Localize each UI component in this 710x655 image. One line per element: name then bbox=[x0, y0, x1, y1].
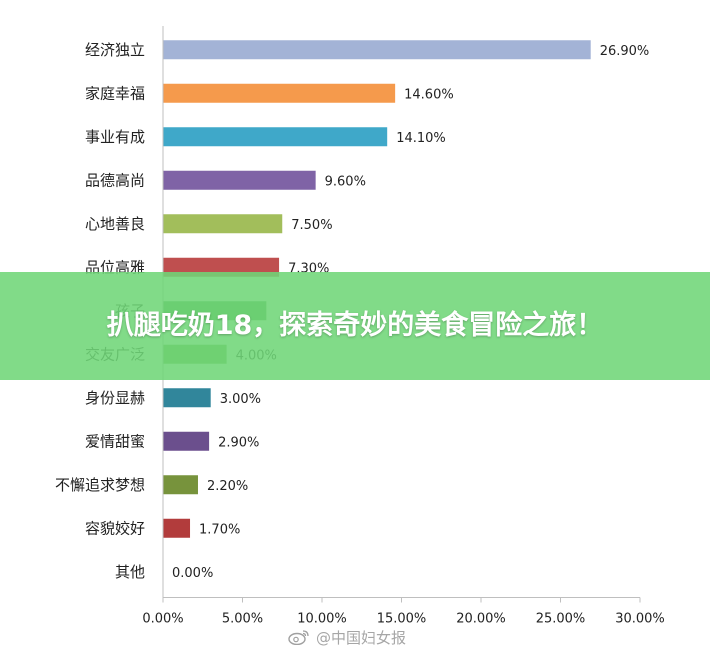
bar-3 bbox=[163, 170, 316, 190]
watermark: @中国妇女报 bbox=[288, 624, 406, 650]
bar-11 bbox=[163, 518, 191, 538]
category-label-8: 身份显赫 bbox=[85, 389, 145, 407]
category-label-11: 容貌姣好 bbox=[85, 519, 145, 537]
x-tick-label-2: 10.00% bbox=[297, 612, 347, 627]
bar-4 bbox=[163, 214, 283, 234]
category-label-12: 其他 bbox=[115, 563, 145, 581]
category-label-5: 品位高雅 bbox=[85, 258, 145, 276]
category-label-0: 经济独立 bbox=[85, 41, 145, 59]
bar-10 bbox=[163, 475, 198, 495]
banner-text: 扒腿吃奶18，探索奇妙的美食冒险之旅！ bbox=[106, 310, 604, 341]
category-label-9: 爱情甜蜜 bbox=[85, 432, 145, 450]
x-tick-label-1: 5.00% bbox=[222, 612, 263, 627]
bar-1 bbox=[163, 83, 396, 103]
category-label-3: 品德高尚 bbox=[85, 171, 145, 189]
bar-2 bbox=[163, 127, 388, 147]
x-tick-label-3: 15.00% bbox=[377, 612, 427, 627]
value-label-11: 1.70% bbox=[199, 522, 240, 537]
x-axis-ticks: 0.00% 5.00% 10.00% 15.00% 20.00% 25.00% 30.00% bbox=[142, 597, 665, 627]
value-label-2: 14.10% bbox=[396, 131, 446, 146]
bar-8 bbox=[163, 388, 211, 408]
value-label-0: 26.90% bbox=[600, 44, 650, 59]
value-label-3: 9.60% bbox=[325, 174, 366, 189]
x-tick-label-0: 0.00% bbox=[142, 612, 183, 627]
category-label-2: 事业有成 bbox=[85, 128, 145, 146]
value-label-4: 7.50% bbox=[291, 218, 332, 233]
value-label-9: 2.90% bbox=[218, 435, 259, 450]
x-tick-label-6: 30.00% bbox=[615, 612, 665, 627]
value-labels: 26.90%14.60%14.10%9.60%7.50%7.30%4.00%3.… bbox=[172, 44, 649, 581]
bar-0 bbox=[163, 40, 591, 60]
category-label-1: 家庭幸福 bbox=[85, 84, 145, 102]
x-tick-label-4: 20.00% bbox=[456, 612, 506, 627]
value-label-12: 0.00% bbox=[172, 566, 213, 581]
x-tick-label-5: 25.00% bbox=[536, 612, 586, 627]
value-label-1: 14.60% bbox=[404, 87, 454, 102]
watermark-text: @中国妇女报 bbox=[316, 628, 407, 647]
weibo-icon bbox=[288, 630, 309, 645]
category-label-10: 不懈追求梦想 bbox=[55, 476, 145, 494]
value-label-10: 2.20% bbox=[207, 479, 248, 494]
title-banner: 扒腿吃奶18，探索奇妙的美食冒险之旅！ bbox=[0, 272, 710, 380]
bar-9 bbox=[163, 431, 210, 451]
category-label-4: 心地善良 bbox=[85, 215, 145, 233]
value-label-8: 3.00% bbox=[220, 392, 261, 407]
